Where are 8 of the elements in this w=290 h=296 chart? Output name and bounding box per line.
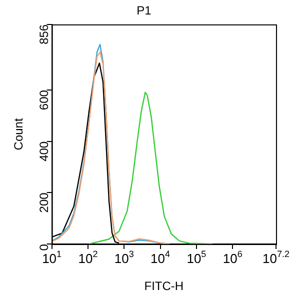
y-tick-label: 400 — [37, 141, 52, 162]
x-axis-title: FITC-H — [144, 279, 184, 294]
y-tick-label: 600 — [37, 90, 52, 110]
y-axis-title: Count — [12, 118, 26, 150]
chart-title: P1 — [136, 4, 152, 18]
y-tick-label: 0 — [37, 244, 52, 251]
y-tick-label: 200 — [37, 192, 52, 213]
y-tick-label: 856 — [37, 24, 52, 44]
